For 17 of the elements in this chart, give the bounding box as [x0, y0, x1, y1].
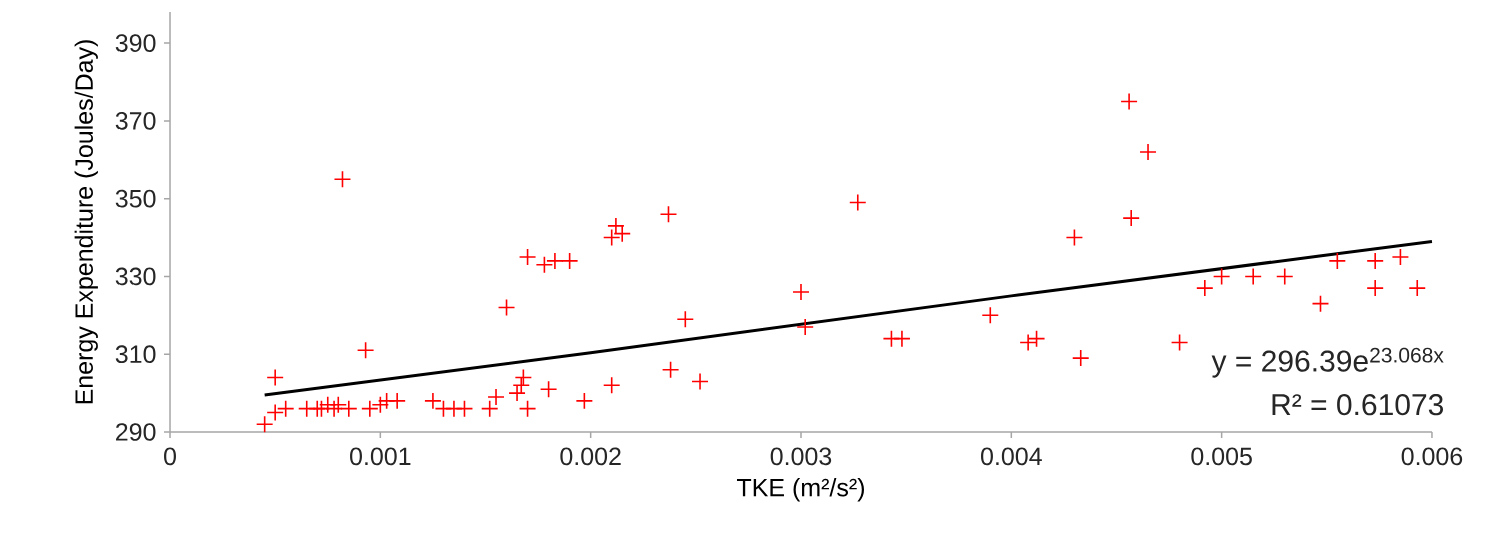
x-axis-title: TKE (m²/s²) [736, 478, 864, 502]
x-tick-label: 0.003 [770, 447, 832, 466]
x-tick-label: 0.004 [981, 447, 1042, 466]
y-tick-label: 370 [115, 112, 156, 130]
x-tick-label: 0.001 [350, 447, 411, 466]
y-tick-label: 330 [115, 267, 156, 286]
annotation: R² = 0.61073 [1272, 394, 1444, 416]
y-tick-label: 350 [115, 189, 156, 208]
x-tick-label: 0 [164, 447, 176, 466]
annotation: y = 296.39e$^{23.068x}$ [1211, 347, 1444, 378]
y-axis-title: Energy Expenditure (Joules/Day) [74, 40, 98, 404]
x-tick-label: 0.002 [560, 447, 621, 466]
y-tick-label: 310 [115, 345, 156, 364]
y-tick-label: 290 [116, 423, 156, 441]
y-tick-label: 390 [115, 34, 156, 52]
x-tick-label: 0.006 [1401, 447, 1463, 466]
x-tick-label: 0.005 [1191, 447, 1252, 466]
